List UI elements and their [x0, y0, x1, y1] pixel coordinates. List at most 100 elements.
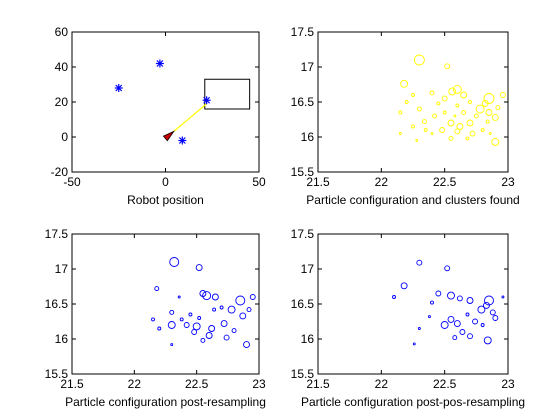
particle-marker — [398, 132, 402, 135]
particle-marker — [208, 325, 216, 332]
observation-box — [204, 78, 251, 110]
robot-position-panel: -50 0 50 -20 0 20 40 60 Robot position — [51, 25, 266, 207]
landmark-marker — [155, 59, 164, 68]
particle-marker — [205, 332, 213, 339]
y-tick-label: 16 — [301, 332, 315, 346]
particle-marker — [466, 119, 474, 127]
particle-marker — [169, 257, 180, 267]
particle-marker — [447, 291, 455, 300]
particle-marker — [468, 100, 472, 104]
particle-marker — [202, 291, 212, 301]
particle-marker — [453, 114, 457, 118]
particle-marker — [429, 90, 435, 96]
particle-clusters-panel: 21.5 22 22.5 23 15.5 16 16.5 17 17.5 Particle con… — [291, 25, 520, 207]
particle-marker — [452, 335, 458, 341]
particle-marker — [465, 136, 470, 141]
x-tick-label: 22 — [128, 377, 142, 391]
particle-marker — [192, 322, 201, 331]
y-tick-label: 16.5 — [45, 297, 69, 311]
particle-marker — [423, 128, 428, 132]
axes-frame — [71, 233, 260, 375]
particle-marker — [188, 312, 193, 317]
particle-marker — [430, 300, 434, 305]
particle-marker — [227, 305, 236, 314]
particle-marker — [447, 315, 455, 323]
x-tick-label: 22.5 — [433, 377, 457, 391]
particle-marker — [442, 110, 447, 115]
particle-marker — [480, 323, 485, 327]
particle-marker — [467, 333, 473, 340]
particle-marker — [398, 110, 403, 115]
x-tick-label: 22 — [375, 175, 389, 189]
particle-marker — [239, 312, 247, 320]
particle-marker — [197, 316, 202, 320]
particle-marker — [483, 336, 492, 345]
particle-marker — [200, 337, 206, 343]
post-resampling-panel: 21.5 22 22.5 23 15.5 16 16.5 17 17.5 Particle con… — [45, 227, 266, 409]
particle-marker — [432, 113, 437, 119]
landmark-marker — [114, 84, 123, 92]
particle-marker — [413, 54, 425, 66]
particle-marker — [167, 321, 176, 329]
y-tick-label: 17.5 — [291, 227, 315, 241]
particle-marker — [485, 109, 493, 116]
y-tick-label: 15.5 — [291, 367, 315, 381]
y-tick-label: 16 — [55, 332, 69, 346]
particle-marker — [440, 321, 449, 329]
x-tick-label: 23 — [252, 377, 266, 391]
particle-marker — [219, 305, 224, 310]
particle-marker — [223, 334, 230, 341]
particle-marker — [488, 132, 492, 135]
y-tick-label: -20 — [51, 165, 69, 179]
x-tick-label: 21.5 — [60, 377, 84, 391]
y-tick-label: 16 — [301, 130, 315, 144]
particle-marker — [417, 327, 421, 330]
particle-marker — [416, 106, 422, 112]
particle-marker — [183, 322, 190, 328]
particle-marker — [452, 84, 462, 94]
particle-marker — [491, 137, 500, 146]
y-tick-label: 60 — [55, 25, 69, 39]
axes-frame — [317, 31, 509, 173]
particle-marker — [404, 100, 409, 104]
x-tick-label: -50 — [63, 175, 81, 189]
particle-marker — [441, 95, 448, 102]
y-tick-label: 20 — [55, 95, 69, 109]
particle-marker — [179, 317, 184, 322]
particle-marker — [169, 309, 175, 315]
particle-marker — [412, 342, 416, 346]
particle-marker — [212, 307, 217, 312]
particle-marker — [411, 93, 415, 97]
robot-marker — [162, 130, 176, 142]
particle-marker — [151, 317, 155, 322]
particle-marker — [480, 128, 485, 132]
particle-marker — [469, 130, 476, 137]
particle-marker — [235, 295, 246, 306]
axes-frame — [71, 31, 260, 173]
particle-marker — [421, 119, 427, 125]
particle-marker — [448, 87, 457, 96]
particle-marker — [430, 132, 434, 135]
x-tick-label: 21.5 — [306, 377, 330, 391]
particle-marker — [220, 320, 228, 328]
particle-marker — [477, 305, 486, 314]
particle-marker — [483, 93, 495, 104]
particle-marker — [495, 105, 501, 111]
particle-marker — [211, 293, 219, 301]
x-axis-label: Robot position — [127, 193, 204, 207]
particle-marker — [499, 92, 506, 98]
particle-marker — [481, 99, 489, 107]
particle-marker — [472, 318, 479, 325]
y-tick-label: 16.5 — [291, 95, 315, 109]
particle-marker — [231, 328, 237, 334]
particle-marker — [249, 294, 256, 300]
x-tick-label: 22.5 — [433, 175, 457, 189]
axes-frame — [317, 233, 509, 375]
particle-marker — [170, 343, 174, 347]
y-tick-label: 17.5 — [291, 25, 315, 39]
particle-marker — [489, 309, 496, 316]
y-tick-label: 17.5 — [45, 227, 69, 241]
y-tick-label: 15.5 — [45, 367, 69, 381]
particle-marker — [177, 295, 181, 299]
x-tick-label: 0 — [162, 175, 169, 189]
